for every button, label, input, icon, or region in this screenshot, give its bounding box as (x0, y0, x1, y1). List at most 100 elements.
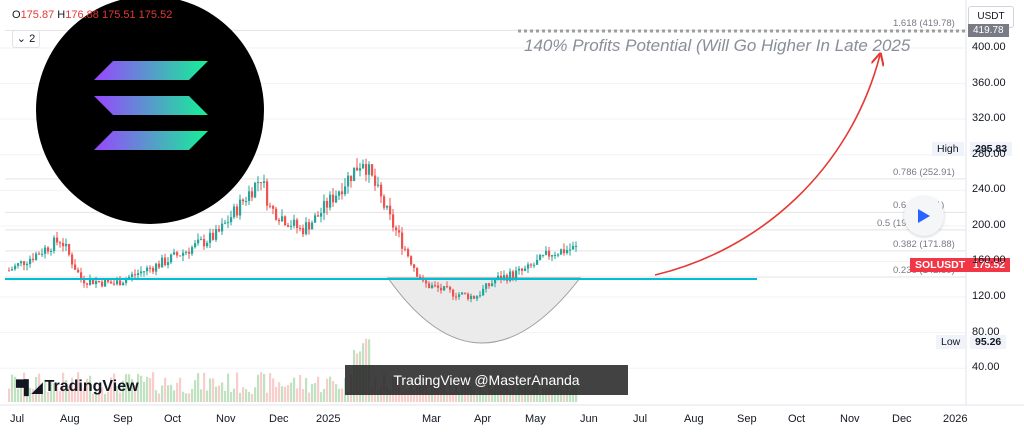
candle-body (338, 191, 341, 196)
candle-body (272, 206, 275, 209)
candle-body (14, 265, 17, 270)
candle-body (572, 246, 575, 250)
candle-body (29, 258, 32, 264)
fib-label: 0.382 (171.88) (893, 238, 955, 250)
candle-body (101, 281, 104, 287)
candle-body (176, 252, 179, 256)
candle-body (461, 292, 464, 295)
candle-body (347, 175, 350, 187)
volume-bar (155, 390, 158, 402)
volume-bar (200, 389, 203, 402)
candle-body (326, 200, 329, 208)
volume-bar (308, 392, 311, 402)
candle-body (149, 267, 152, 269)
candle-body (434, 285, 437, 287)
rounding-bottom-shape (387, 277, 582, 344)
volume-bar (164, 377, 167, 402)
candle-body (344, 186, 347, 195)
candle-body (557, 254, 560, 256)
candle-body (233, 206, 236, 218)
candle-body (398, 230, 401, 233)
candle-body (260, 182, 263, 184)
volume-bar (161, 385, 164, 402)
volume-bar (320, 392, 323, 402)
candle-body (524, 268, 527, 271)
candle-body (494, 280, 497, 284)
candle-body (224, 222, 227, 224)
candle-body (104, 279, 107, 287)
volume-bar (251, 393, 254, 402)
volume-bar (128, 374, 131, 402)
currency-selector[interactable]: USDT (968, 6, 1014, 28)
volume-bar (8, 388, 11, 402)
time-axis-tick: Mar (422, 413, 441, 425)
volume-bar (332, 381, 335, 402)
time-axis-tick: Aug (60, 413, 80, 425)
candle-body (251, 191, 254, 198)
candle-body (92, 278, 95, 285)
candle-body (212, 232, 215, 240)
candle-body (407, 249, 410, 257)
candle-body (245, 200, 248, 202)
volume-bar (278, 382, 281, 402)
time-axis-tick: Sep (737, 413, 757, 425)
volume-bar (515, 391, 518, 402)
candle-body (56, 237, 59, 243)
volume-bar (314, 383, 317, 402)
candle-body (74, 264, 77, 270)
volume-bar (17, 388, 20, 402)
candle-body (269, 205, 272, 207)
candle-body (431, 285, 434, 289)
candle-body (413, 264, 416, 268)
symbol-tag-value: 175.52 (968, 258, 1011, 272)
volume-bar (194, 380, 197, 402)
candle-body (422, 279, 425, 281)
volume-bar (179, 377, 182, 402)
candle-body (482, 288, 485, 296)
tradingview-logo-text: TradingView (44, 378, 139, 395)
candle-body (353, 167, 356, 181)
time-axis-tick: 2026 (943, 413, 968, 425)
volume-bar (233, 388, 236, 402)
volume-bar (296, 388, 299, 402)
volume-bar (530, 390, 533, 402)
candle-body (116, 280, 119, 285)
volume-bar (119, 392, 122, 402)
projection-arrow[interactable] (654, 55, 880, 276)
volume-bar (62, 372, 65, 402)
candle-body (365, 164, 368, 175)
candle-body (479, 295, 482, 297)
candle-body (293, 219, 296, 226)
candle-body (488, 283, 491, 286)
candle-body (281, 216, 284, 222)
candle-body (563, 249, 566, 254)
candle-body (95, 280, 98, 285)
candle-body (332, 194, 335, 203)
volume-bar (221, 382, 224, 402)
volume-bar (11, 374, 14, 402)
volume-bar (248, 391, 251, 402)
candle-body (53, 237, 56, 251)
profit-annotation: 140% Profits Potential (Will Go Higher I… (524, 36, 911, 55)
solana-logo (36, 0, 264, 224)
volume-bar (446, 392, 449, 402)
volume-bar (173, 390, 176, 402)
volume-bar (224, 390, 227, 402)
volume-bar (560, 389, 563, 402)
play-button[interactable] (904, 196, 944, 236)
fib-label: 1.618 (419.78) (893, 18, 955, 30)
candle-body (533, 264, 536, 266)
candle-body (437, 285, 440, 288)
interval-toggle[interactable]: ⌄ 2 (12, 30, 40, 48)
candle-body (545, 250, 548, 255)
volume-bar (68, 386, 71, 402)
candle-body (80, 272, 83, 280)
candle-body (410, 256, 413, 265)
high-tag-value: 295.83 (970, 142, 1013, 156)
candle-body (464, 292, 467, 294)
volume-bar (563, 390, 566, 402)
volume-bar (167, 385, 170, 402)
candle-body (491, 283, 494, 286)
candle-body (83, 279, 86, 284)
